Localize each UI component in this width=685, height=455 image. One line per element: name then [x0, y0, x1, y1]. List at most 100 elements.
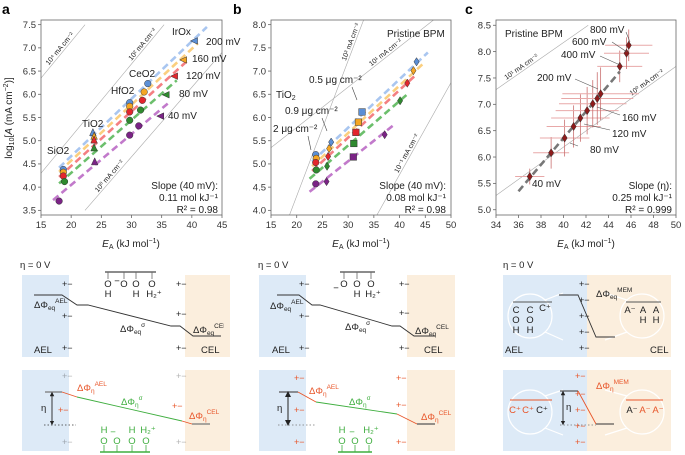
- iso-current-label: 10³ mA cm⁻²: [341, 22, 362, 62]
- cel-region: [587, 370, 671, 451]
- svg-text:C⁺: C⁺: [536, 405, 548, 416]
- iso-current-line: [271, 20, 434, 148]
- svg-text:O: O: [104, 279, 111, 290]
- label-tio2-b: TiO2: [276, 90, 296, 102]
- svg-text:H: H: [653, 315, 660, 326]
- iso-current-line: [376, 82, 451, 215]
- diagram-c: η = 0 V ΔΦeqMEM AEL CEL +− +− +− +− +− C C C⁺ …: [503, 260, 671, 451]
- charge-signs: +−: [62, 371, 73, 381]
- x-tick-label: 50: [671, 220, 682, 231]
- data-point: [561, 133, 568, 143]
- data-point: [597, 89, 604, 99]
- ael-region: [22, 370, 69, 451]
- data-point: [526, 171, 533, 182]
- data-point: [135, 122, 143, 130]
- cel-label: CEL: [424, 345, 442, 356]
- data-point: [589, 99, 596, 109]
- x-axis-label-a: EA (kJ mol−1): [102, 238, 160, 251]
- data-point: [326, 144, 333, 154]
- data-point: [90, 135, 98, 144]
- data-point: [169, 72, 178, 80]
- x-tick-label: 35: [369, 220, 380, 231]
- label-c-400mv: 400 mV: [561, 50, 596, 61]
- data-point: [381, 130, 388, 140]
- data-point: [350, 139, 358, 148]
- ael-region: [22, 275, 69, 357]
- data-point: [91, 157, 99, 166]
- label-tio2: TiO2: [82, 119, 104, 130]
- y-tick-label: 5.0: [23, 136, 36, 147]
- svg-text:C⁺: C⁺: [522, 405, 534, 416]
- dphi-eta-mem: ΔΦηMEM: [596, 379, 629, 393]
- eta-zero-label: η = 0 V: [503, 260, 534, 271]
- data-point: [328, 137, 335, 147]
- charge-signs: +−: [294, 405, 305, 415]
- data-point: [584, 106, 591, 116]
- iso-current-label: 10² mA cm⁻²: [128, 27, 159, 62]
- x-tick-label: 20: [66, 220, 77, 231]
- svg-text:H: H: [339, 425, 346, 436]
- charge-signs: +−: [62, 311, 73, 321]
- slope-text-a-1: Slope (40 mV):: [151, 181, 218, 192]
- y-tick-label: 7.0: [253, 66, 266, 77]
- svg-text:O: O: [142, 436, 149, 447]
- charge-signs: +−: [58, 405, 69, 415]
- label-c-40mv: 40 mV: [532, 179, 561, 190]
- svg-text:H: H: [101, 425, 108, 436]
- x-tick-label: 30: [343, 220, 354, 231]
- x-tick-label: 46: [626, 220, 637, 231]
- eta-label: η: [41, 403, 46, 414]
- svg-text:C⁺: C⁺: [509, 405, 521, 416]
- dphi-eta-sigma: ΔΦησ: [121, 395, 143, 409]
- svg-text:H: H: [640, 315, 647, 326]
- ael-region: [503, 370, 587, 451]
- cel-region-edge: [224, 275, 230, 357]
- x-tick-label: 40: [187, 220, 198, 231]
- charge-signs: +−: [579, 343, 590, 353]
- cel-region: [587, 275, 671, 357]
- y-tick-label: 4.5: [23, 159, 36, 170]
- data-point: [410, 66, 417, 76]
- svg-text:O: O: [512, 315, 519, 326]
- x-tick-label: 35: [156, 220, 167, 231]
- cel-label: CEL: [201, 345, 219, 356]
- svg-text:−: −: [110, 427, 116, 438]
- eta-zero-label: η = 0 V: [258, 260, 289, 271]
- fit-line: [308, 123, 396, 193]
- charge-signs: +−: [575, 421, 586, 431]
- panel-label-a: a: [2, 1, 10, 17]
- svg-text:O: O: [120, 279, 127, 290]
- charge-signs: +−: [399, 279, 410, 289]
- label-c-800mv: 800 mV: [590, 25, 625, 36]
- x-tick-label: 34: [491, 220, 502, 231]
- data-point: [312, 158, 320, 167]
- y-tick-label: 6.0: [253, 113, 266, 124]
- y-tick-label: 6.5: [253, 90, 266, 101]
- y-tick-label: 6.0: [478, 152, 491, 163]
- y-tick-label: 8.0: [478, 47, 491, 58]
- x-tick-label: 36: [513, 220, 524, 231]
- svg-text:O: O: [113, 436, 120, 447]
- fit-line: [58, 79, 178, 185]
- charge-signs: +−: [575, 405, 586, 415]
- eta-label: η: [566, 402, 571, 413]
- y-tick-label: 7.5: [23, 20, 36, 31]
- svg-text:H: H: [129, 425, 136, 436]
- charge-signs: +−: [396, 400, 407, 410]
- data-point: [156, 112, 165, 120]
- label-40mv: 40 mV: [168, 111, 197, 122]
- label-c-80mv: 80 mV: [590, 145, 619, 156]
- charge-signs: +−: [294, 437, 305, 447]
- slope-text-b-3: R² = 0.98: [405, 205, 447, 216]
- svg-text:−: −: [333, 283, 339, 294]
- svg-text:C⁺: C⁺: [539, 303, 551, 314]
- label-c-120mv: 120 mV: [612, 129, 647, 140]
- slope-text-c-1: Slope (η):: [629, 181, 672, 192]
- svg-text:A⁻: A⁻: [626, 405, 637, 416]
- iso-current-line: [496, 25, 589, 90]
- svg-text:H: H: [133, 289, 140, 300]
- label-ceo2: CeO2: [129, 69, 156, 80]
- iso-current-line: [41, 24, 86, 79]
- x-tick-label: 40: [558, 220, 569, 231]
